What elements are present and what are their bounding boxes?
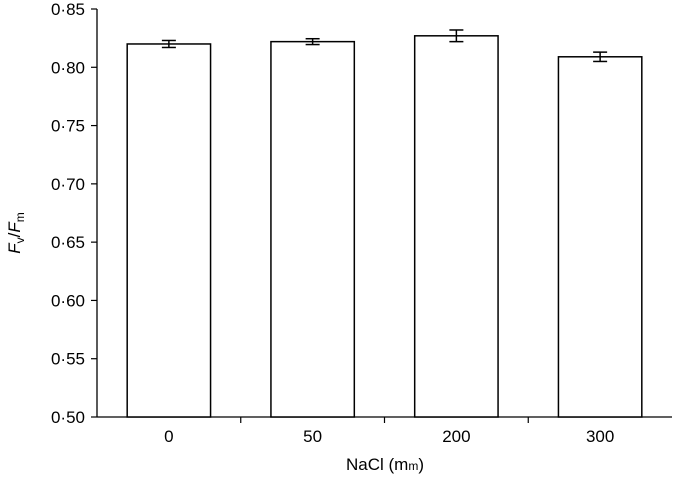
bar <box>270 40 356 418</box>
y-tick-label: 0·70 <box>51 175 85 194</box>
x-axis-label: NaCl (mm) <box>346 455 424 474</box>
y-tick-label: 0·65 <box>51 233 85 252</box>
y-tick-label: 0·55 <box>51 350 85 369</box>
x-tick-label: 200 <box>442 427 470 446</box>
y-tick-label: 0·50 <box>51 408 85 427</box>
x-tick-label: 50 <box>303 427 322 446</box>
x-tick-label: 300 <box>586 427 614 446</box>
bars <box>126 29 643 418</box>
tick-labels: 0·50 0·55 0·60 0·65 0·70 0·75 0·80 0·85 0 50 200 30… <box>51 0 614 446</box>
y-tick-label: 0·75 <box>51 117 85 136</box>
bar <box>413 35 499 418</box>
y-tick-label: 0·85 <box>51 0 85 19</box>
y-tick-label: 0·80 <box>51 58 85 77</box>
bar <box>126 43 212 418</box>
y-axis-label: Fv/Fm <box>5 212 27 254</box>
y-tick-label: 0·60 <box>51 291 85 310</box>
bar <box>557 56 643 418</box>
x-tick-label: 0 <box>164 427 173 446</box>
